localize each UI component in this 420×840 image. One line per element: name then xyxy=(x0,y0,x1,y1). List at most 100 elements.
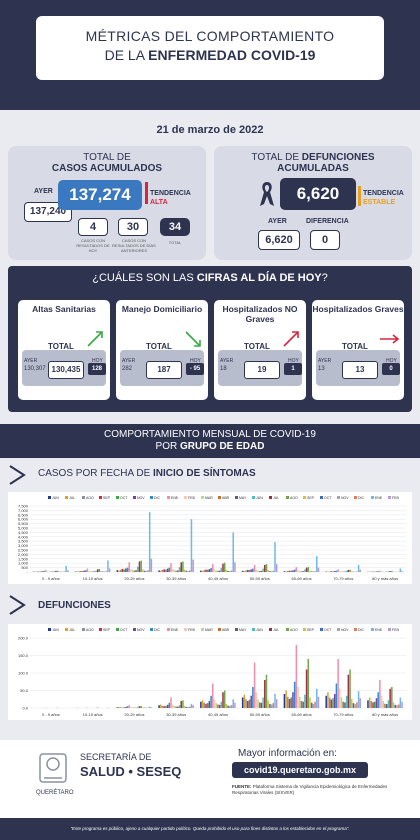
legend-label: ABR xyxy=(222,628,230,632)
bar xyxy=(394,704,396,708)
legend-label: MAR xyxy=(205,496,213,500)
bar xyxy=(222,692,224,708)
today-card-hoy-label: HOY xyxy=(92,358,103,364)
bar xyxy=(142,707,144,708)
bar xyxy=(96,569,99,572)
bar xyxy=(148,706,151,708)
legend-label: ENE xyxy=(375,496,383,500)
legend-swatch xyxy=(286,628,289,631)
bar xyxy=(368,697,371,708)
bar xyxy=(218,704,221,708)
bar xyxy=(222,563,224,572)
legend-label: MAY xyxy=(239,496,247,500)
bar xyxy=(163,569,165,572)
legend-swatch xyxy=(269,628,272,631)
bar xyxy=(183,569,186,572)
bar xyxy=(317,567,320,572)
bar xyxy=(347,674,350,708)
bar xyxy=(192,705,194,708)
bar xyxy=(137,566,139,572)
bar xyxy=(166,568,169,572)
bar xyxy=(223,562,226,572)
bar xyxy=(74,571,77,572)
bar xyxy=(292,692,294,708)
bar xyxy=(375,698,378,708)
today-card-title: Manejo Domiciliario xyxy=(121,304,203,314)
bar xyxy=(230,570,233,572)
bar xyxy=(98,568,101,572)
legend-swatch xyxy=(65,496,68,499)
bar xyxy=(367,700,369,708)
legend-label: AGO xyxy=(290,496,298,500)
bar xyxy=(272,703,275,708)
bar xyxy=(335,683,338,708)
bar xyxy=(189,570,191,572)
today-card-hoy: 128 xyxy=(88,363,106,375)
bar xyxy=(200,570,202,572)
bar xyxy=(379,570,381,572)
bar xyxy=(88,570,90,572)
bar xyxy=(225,703,228,708)
legend-swatch xyxy=(133,628,136,631)
website-link[interactable]: covid19.queretaro.gob.mx xyxy=(232,762,368,778)
legend-swatch xyxy=(167,628,170,631)
bar xyxy=(218,570,221,572)
bar xyxy=(293,681,296,708)
legend-swatch xyxy=(337,496,340,499)
y-tick-label: 5,000 xyxy=(18,526,29,531)
header-band: MÉTRICAS DEL COMPORTAMIENTO DE LA ENFERM… xyxy=(0,0,420,110)
bar xyxy=(241,697,244,708)
deaths-chart-title: DEFUNCIONES xyxy=(38,600,111,611)
bar xyxy=(275,699,278,708)
y-tick-label: 5,500 xyxy=(18,521,29,526)
today-card-hoy-label: HOY xyxy=(386,358,397,364)
bar xyxy=(257,570,259,572)
bar xyxy=(126,567,129,572)
bar xyxy=(165,569,167,572)
bar xyxy=(86,568,89,572)
legend-label: OCT xyxy=(120,628,128,632)
bar xyxy=(288,698,291,708)
bar xyxy=(180,562,182,572)
bar xyxy=(131,707,134,708)
bar xyxy=(351,571,353,572)
legend-label: SEP xyxy=(103,628,111,632)
bar xyxy=(339,571,341,572)
bar xyxy=(43,570,45,572)
bar xyxy=(339,688,341,708)
bar xyxy=(135,570,137,572)
bar xyxy=(223,690,226,708)
bar xyxy=(133,570,136,572)
bar xyxy=(177,706,179,708)
bar xyxy=(302,701,304,708)
legend-label: SEP xyxy=(103,496,111,500)
bar xyxy=(203,702,206,708)
bar xyxy=(262,568,264,572)
legend-swatch xyxy=(354,628,357,631)
bar xyxy=(119,569,122,572)
bar xyxy=(377,571,379,572)
bar xyxy=(175,706,177,708)
bar xyxy=(138,561,141,572)
bar xyxy=(210,568,212,572)
bar xyxy=(180,701,182,708)
bar xyxy=(304,569,306,572)
today-card-hoy: 1 xyxy=(284,363,302,375)
trend-arrow-icon xyxy=(283,331,299,347)
x-tick-label: 50-59 años xyxy=(250,712,270,717)
bar xyxy=(205,703,207,708)
bar xyxy=(160,704,162,708)
bar xyxy=(102,571,104,572)
cases-tendencia-label: TENDENCIA xyxy=(150,190,191,197)
bar xyxy=(253,662,256,708)
bar xyxy=(380,695,383,708)
bar xyxy=(63,571,66,572)
legend-label: JUN xyxy=(52,628,59,632)
bar xyxy=(372,702,374,708)
bar xyxy=(328,697,331,708)
bar xyxy=(125,706,127,708)
x-tick-label: 40-49 años xyxy=(208,576,228,581)
legend-swatch xyxy=(184,496,187,499)
deaths-ayer-value: 6,620 xyxy=(258,230,300,250)
legend-label: ABR xyxy=(222,496,230,500)
